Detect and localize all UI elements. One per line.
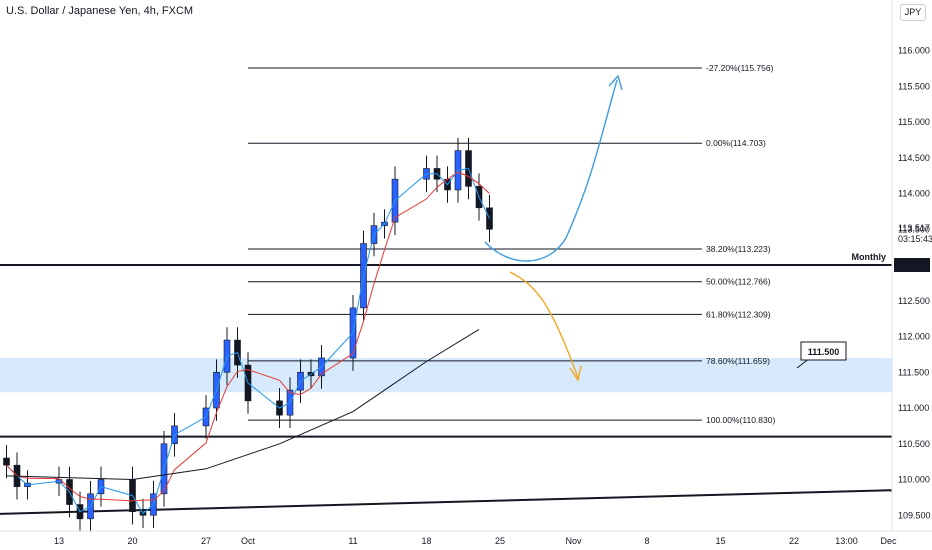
time-axis: 13 20 27 Oct 11 18 25 Nov 8 15 22 13:00 Dec [0, 530, 932, 546]
bearish-scenario-arrow [509, 271, 579, 379]
fast-moving-average [6, 167, 490, 515]
monthly-level-label: Monthly [852, 252, 887, 262]
price-axis: 109.500 110.000 110.500 111.000 111.500 112.0… [891, 0, 932, 531]
price-tick-label: 114.000 [898, 189, 930, 199]
time-tick-label: 27 [201, 536, 211, 546]
current-price-label: 113.517 [898, 223, 930, 233]
time-tick-label: 18 [421, 536, 431, 546]
candles [3, 137, 493, 532]
price-tick-label: 109.500 [898, 510, 931, 520]
fib-level-label: 50.00%(112.766) [706, 277, 771, 287]
fib-level-label: 0.00%(114.703) [706, 138, 766, 148]
price-tick-label: 115.000 [898, 117, 930, 127]
price-tick-label: 116.000 [898, 46, 930, 56]
price-tick-label: 112.000 [898, 332, 930, 342]
fib-level-label: -27.20%(115.756) [706, 63, 774, 73]
price-tick-label: 111.000 [898, 403, 929, 413]
time-tick-label: 25 [495, 536, 505, 546]
callout-text: 111.500 [808, 347, 840, 357]
time-tick-label: 20 [127, 536, 137, 546]
time-tick-label: Dec [880, 536, 897, 546]
fib-level-label: 100.00%(110.830) [706, 415, 775, 425]
bar-countdown-label: 03:15:43 [898, 234, 932, 244]
price-tick-label: 112.500 [898, 296, 930, 306]
price-tick-label: 113.500 [898, 224, 930, 234]
time-tick-label: 13:00 [835, 536, 858, 546]
candle-body [3, 457, 10, 466]
fib-level-label: 38.20%(113.223) [706, 244, 771, 254]
slow-moving-average [6, 328, 480, 481]
chart-title: U.S. Dollar / Japanese Yen, 4h, FXCM [6, 5, 194, 17]
trendline [0, 489, 893, 515]
fib-level-label: 61.80%(112.309) [706, 309, 771, 319]
bearish-arrowhead [569, 365, 582, 382]
bullish-arrowhead [608, 74, 623, 91]
mid-moving-average [6, 171, 490, 502]
time-tick-label: 15 [715, 536, 725, 546]
time-tick-label: 8 [644, 536, 649, 546]
time-tick-label: 22 [789, 536, 799, 546]
monthly-price-tag-label: 113.000 [898, 260, 930, 270]
fib-level-label: 78.60%(111.659) [706, 356, 770, 366]
currency-badge[interactable]: JPY [900, 4, 926, 21]
callout-box [800, 341, 847, 361]
support-zone [0, 357, 892, 393]
price-tick-label: 110.000 [898, 475, 930, 485]
time-tick-label: Nov [565, 536, 582, 546]
monthly-price-tag [894, 258, 930, 272]
price-tick-label: 111.500 [898, 367, 929, 377]
price-tick-label: 110.500 [898, 439, 930, 449]
price-tick-label: 114.500 [898, 153, 930, 163]
price-callout: 111.500 [796, 341, 847, 369]
bullish-scenario-arrow [484, 79, 618, 262]
time-tick-label: Oct [241, 536, 256, 546]
candle-body [486, 207, 493, 230]
price-tick-label: 115.500 [898, 81, 930, 91]
time-tick-label: 13 [54, 536, 64, 546]
time-tick-label: 11 [348, 536, 357, 546]
